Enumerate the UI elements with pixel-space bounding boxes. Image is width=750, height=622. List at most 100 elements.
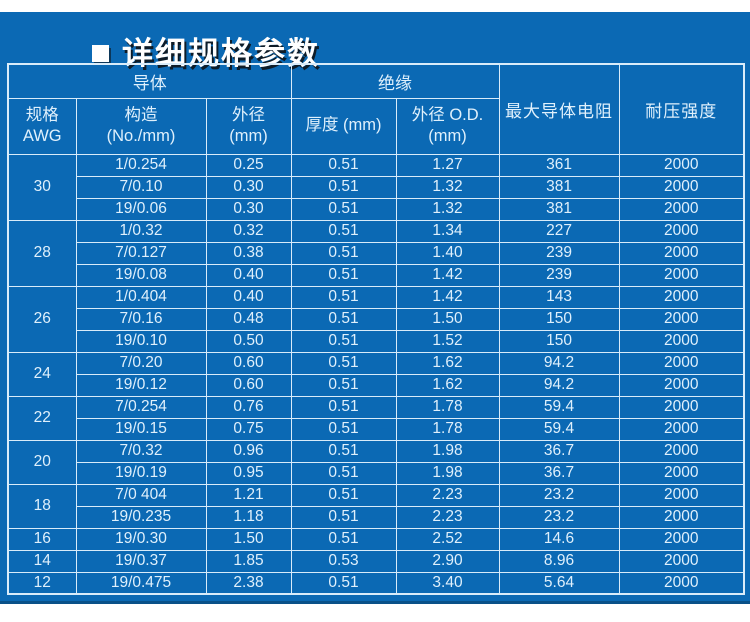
- spec-table-header: 导体 绝缘 最大导体电阻 耐压强度 规格 AWG 构造 (No./mm): [7, 63, 745, 155]
- spec-cell: 0.40: [205, 285, 292, 309]
- spec-cell: 1.85: [205, 549, 292, 573]
- spec-cell: 0.51: [290, 307, 397, 331]
- awg-cell: 24: [7, 351, 77, 397]
- table-row: 18 7/0 404 1.21 0.51 2.23 23.2 2000: [7, 483, 745, 529]
- spec-cell: 2000: [618, 373, 745, 397]
- spec-cell: 2000: [618, 549, 745, 573]
- spec-cell: 2.52: [395, 527, 500, 551]
- spec-cell: 19/0.235: [75, 505, 207, 529]
- spec-cell: 2000: [618, 153, 745, 177]
- table-row: 19/0.10 0.50 0.51 1.52 150 2000: [8, 329, 745, 353]
- header-construction-line1: 构造: [124, 105, 158, 124]
- spec-cell: 0.51: [290, 153, 397, 177]
- spec-cell: 0.51: [290, 439, 397, 463]
- header-outer-diameter-line2: (mm): [229, 127, 268, 145]
- spec-cell: 2000: [618, 395, 745, 419]
- spec-cell: 0.40: [205, 263, 292, 287]
- header-thickness: 厚度 (mm): [290, 97, 397, 155]
- spec-cell: 19/0.37: [75, 549, 207, 573]
- table-row: 14 19/0.37 1.85 0.53 2.90 8.96 2000: [7, 549, 745, 573]
- header-voltage: 耐压强度: [618, 63, 745, 155]
- spec-cell: 1.21: [205, 483, 292, 507]
- spec-cell: 1/0.32: [75, 219, 207, 243]
- spec-cell: 19/0.19: [75, 461, 207, 485]
- header-awg-line1: 规格: [25, 105, 59, 124]
- spec-cell: 19/0.30: [75, 527, 207, 551]
- spec-cell: 0.51: [290, 351, 397, 375]
- spec-cell: 0.51: [290, 461, 397, 485]
- table-row: 20 7/0.32 0.96 0.51 1.98 36.7 2000: [7, 439, 745, 485]
- spec-cell: 0.95: [205, 461, 292, 485]
- spec-cell: 0.30: [205, 175, 292, 199]
- spec-cell: 59.4: [498, 395, 620, 419]
- spec-cell: 14.6: [498, 527, 620, 551]
- spec-cell: 1.98: [395, 439, 500, 463]
- spec-cell: 2000: [618, 351, 745, 375]
- spec-cell: 2.23: [395, 483, 500, 507]
- table-row: 28 1/0.32 0.32 0.51 1.34 227 2000: [7, 219, 745, 287]
- spec-cell: 0.51: [290, 329, 397, 353]
- spec-cell: 0.51: [290, 527, 397, 551]
- spec-cell: 7/0.20: [75, 351, 207, 375]
- header-awg: 规格 AWG: [7, 97, 77, 155]
- spec-cell: 19/0.10: [75, 329, 207, 353]
- spec-cell: 94.2: [498, 351, 620, 375]
- spec-cell: 0.32: [205, 219, 292, 243]
- table-row: 19/0.12 0.60 0.51 1.62 94.2 2000: [8, 373, 745, 397]
- spec-cell: 1.62: [395, 351, 500, 375]
- awg-cell: 28: [7, 219, 77, 287]
- awg-cell: 20: [7, 439, 77, 485]
- spec-cell: 0.30: [205, 197, 292, 221]
- spec-cell: 7/0.127: [75, 241, 207, 265]
- spec-cell: 0.51: [290, 285, 397, 309]
- spec-cell: 381: [498, 197, 620, 221]
- spec-cell: 0.38: [205, 241, 292, 265]
- table-row: 19/0.15 0.75 0.51 1.78 59.4 2000: [8, 417, 745, 441]
- awg-cell: 30: [7, 153, 77, 221]
- spec-cell: 36.7: [498, 439, 620, 463]
- awg-cell: 18: [7, 483, 77, 529]
- spec-cell: 0.76: [205, 395, 292, 419]
- spec-cell: 1.50: [205, 527, 292, 551]
- spec-cell: 1.34: [395, 219, 500, 243]
- spec-cell: 1.32: [395, 175, 500, 199]
- header-insulation-od-line2: (mm): [428, 127, 467, 145]
- spec-cell: 8.96: [498, 549, 620, 573]
- awg-cell: 16: [7, 527, 77, 551]
- spec-cell: 19/0.12: [75, 373, 207, 397]
- spec-cell: 2000: [618, 175, 745, 199]
- spec-cell: 0.51: [290, 417, 397, 441]
- spec-cell: 2000: [618, 417, 745, 441]
- spec-cell: 0.25: [205, 153, 292, 177]
- header-insulation-group: 绝缘: [290, 63, 500, 99]
- spec-cell: 2000: [618, 527, 745, 551]
- spec-cell: 1/0.254: [75, 153, 207, 177]
- spec-cell: 239: [498, 263, 620, 287]
- table-row: 19/0.06 0.30 0.51 1.32 381 2000: [8, 197, 745, 221]
- spec-cell: 2000: [618, 571, 745, 595]
- spec-cell: 0.51: [290, 483, 397, 507]
- table-row: 19/0.235 1.18 0.51 2.23 23.2 2000: [8, 505, 745, 529]
- spec-cell: 19/0.06: [75, 197, 207, 221]
- spec-cell: 59.4: [498, 417, 620, 441]
- header-outer-diameter-line1: 外径: [232, 105, 265, 124]
- spec-cell: 7/0 404: [75, 483, 207, 507]
- spec-cell: 5.64: [498, 571, 620, 595]
- spec-cell: 2000: [618, 483, 745, 507]
- square-bullet-icon: [92, 44, 109, 62]
- spec-cell: 19/0.15: [75, 417, 207, 441]
- spec-cell: 7/0.16: [75, 307, 207, 331]
- spec-cell: 0.51: [290, 373, 397, 397]
- spec-cell: 1.78: [395, 417, 500, 441]
- header-insulation-od: 外径 O.D. (mm): [395, 97, 500, 155]
- table-row: 26 1/0.404 0.40 0.51 1.42 143 2000: [7, 285, 745, 353]
- spec-cell: 19/0.475: [75, 571, 207, 595]
- spec-cell: 1.50: [395, 307, 500, 331]
- spec-cell: 150: [498, 307, 620, 331]
- spec-cell: 0.50: [205, 329, 292, 353]
- spec-cell: 7/0.10: [75, 175, 207, 199]
- table-row: 7/0.16 0.48 0.51 1.50 150 2000: [8, 307, 745, 331]
- spec-cell: 94.2: [498, 373, 620, 397]
- spec-cell: 2000: [618, 197, 745, 221]
